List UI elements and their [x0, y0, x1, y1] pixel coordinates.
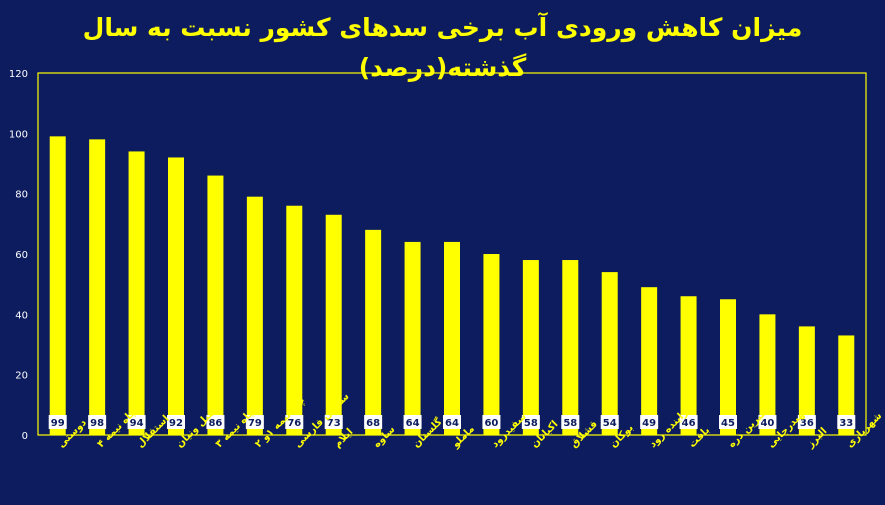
bar	[720, 299, 736, 435]
chart-title: میزان کاهش ورودی آب برخی سدهای کشور نسبت…	[82, 13, 803, 82]
data-label: 36	[800, 418, 814, 429]
data-label: 68	[366, 418, 380, 429]
bar	[483, 254, 500, 435]
data-label: 40	[760, 418, 774, 429]
bar	[759, 314, 776, 435]
data-label-box	[206, 415, 225, 429]
bar	[444, 241, 460, 435]
y-tick-label: 40	[15, 310, 28, 321]
data-label-box	[837, 415, 856, 429]
data-label: 49	[642, 418, 656, 429]
data-label: 76	[287, 418, 301, 429]
bar	[89, 139, 106, 435]
data-label-box	[88, 415, 107, 429]
data-label: 58	[524, 418, 538, 429]
data-label-box	[48, 415, 67, 429]
bar	[365, 229, 382, 435]
data-label-box	[719, 415, 737, 429]
y-tick-label: 60	[15, 250, 28, 261]
data-label-box	[679, 415, 698, 429]
data-label: 94	[130, 418, 144, 429]
bar	[641, 287, 658, 435]
bar	[49, 136, 66, 435]
bar	[404, 241, 421, 435]
data-label: 33	[839, 418, 853, 429]
data-label-box	[285, 415, 304, 429]
data-label: 45	[721, 418, 735, 429]
bar	[601, 272, 618, 435]
data-label: 99	[51, 418, 65, 429]
bar	[522, 260, 539, 435]
data-label-box	[324, 415, 343, 429]
bar	[128, 151, 145, 435]
data-label-box	[167, 415, 185, 429]
y-tick-label: 0	[22, 431, 28, 442]
y-tick-label: 80	[15, 190, 28, 201]
data-label-box	[127, 415, 146, 429]
data-label: 58	[563, 418, 577, 429]
data-label-box	[758, 415, 777, 429]
data-label: 92	[169, 418, 183, 429]
data-label-box	[521, 415, 540, 429]
data-label-box	[403, 415, 422, 429]
data-label: 46	[682, 418, 696, 429]
data-label: 54	[603, 418, 617, 429]
bar	[798, 326, 815, 435]
bar	[562, 260, 579, 435]
y-tick-label: 20	[15, 371, 28, 382]
bar	[286, 205, 303, 435]
data-label-box	[482, 415, 501, 429]
data-label-box	[600, 415, 619, 429]
bar	[325, 214, 342, 435]
data-label: 73	[327, 418, 341, 429]
bar	[680, 296, 697, 435]
data-label: 64	[445, 418, 459, 429]
data-label: 86	[208, 418, 222, 429]
data-label-box	[364, 415, 383, 429]
data-label-box	[443, 415, 461, 429]
data-label: 98	[90, 418, 104, 429]
bar	[207, 175, 224, 436]
data-label-box	[640, 415, 659, 429]
y-tick-label: 120	[9, 69, 28, 80]
bar	[246, 196, 263, 435]
y-tick-label: 100	[9, 129, 28, 140]
data-label: 79	[248, 418, 262, 429]
data-label-box	[561, 415, 580, 429]
data-label-box	[797, 415, 816, 429]
bar	[838, 335, 855, 435]
data-label: 60	[484, 418, 498, 429]
bar	[168, 157, 184, 435]
data-label: 64	[406, 418, 420, 429]
data-label-box	[245, 415, 264, 429]
